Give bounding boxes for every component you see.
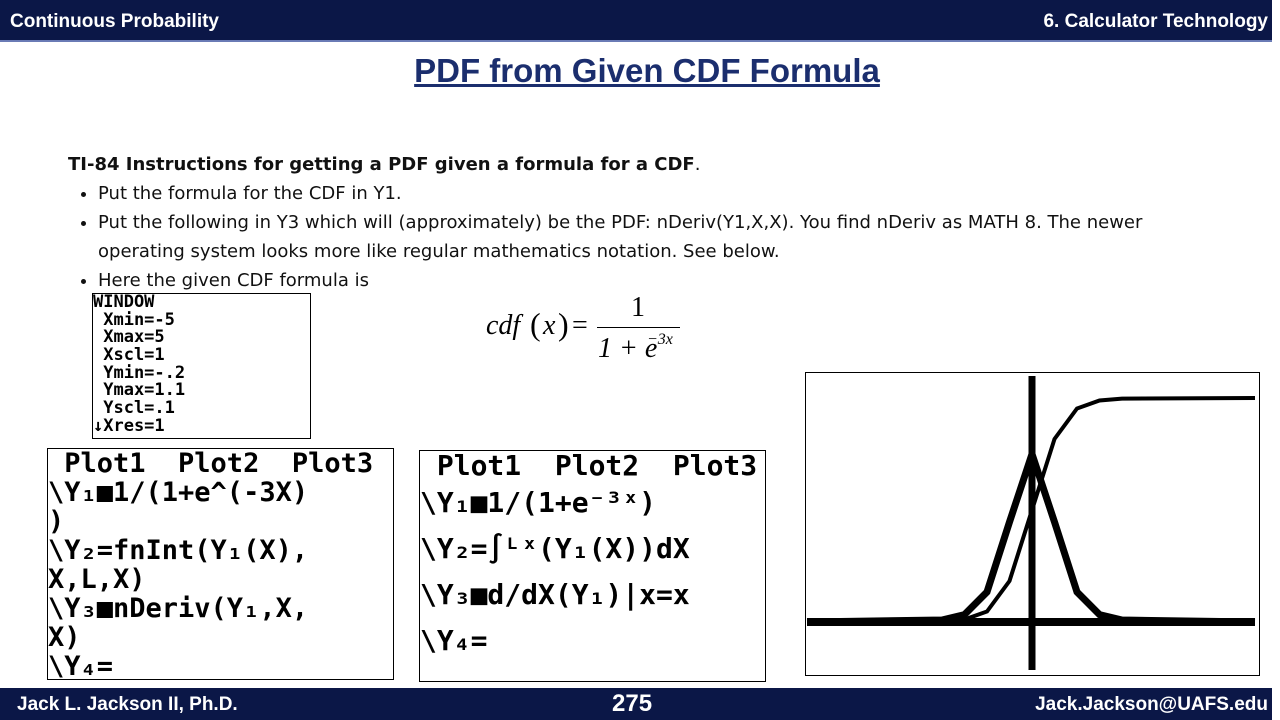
- paren: (: [530, 306, 541, 342]
- footer-bar: Jack L. Jackson II, Ph.D. 275 Jack.Jacks…: [0, 688, 1272, 720]
- exponent: −3x: [647, 331, 673, 348]
- screen-line: Xscl=1: [93, 345, 165, 366]
- calculator-graph: [805, 372, 1260, 676]
- footer-email: Jack.Jackson@UAFS.edu: [1035, 694, 1268, 715]
- mathprint-y-screen: Plot1 Plot2 Plot3 \Y₁■1/(1+e⁻³ˣ) \Y₂=∫ᴸˣ(Y…: [419, 450, 766, 682]
- screen-line: WINDOW: [93, 292, 155, 312]
- screen-line: \Y₄=: [420, 624, 488, 657]
- bullet: Put the formula for the CDF in Y1.: [98, 179, 1198, 208]
- formula-lhs: cdf: [486, 310, 521, 341]
- instructions: TI-84 Instructions for getting a PDF giv…: [68, 150, 1198, 295]
- header-right: 6. Calculator Technology: [1043, 11, 1268, 32]
- footer-author: Jack L. Jackson II, Ph.D.: [17, 694, 238, 715]
- classic-y-screen: Plot1 Plot2 Plot3 \Y₁■1/(1+e^(-3X)) \Y₂=fn…: [47, 448, 394, 682]
- screen-line: \Y₂=∫ᴸˣ(Y₁(X))dX: [420, 532, 690, 565]
- screen-line: ): [48, 506, 65, 537]
- denominator: 1 + e: [598, 333, 658, 364]
- page-number: 275: [612, 690, 653, 717]
- screen-line: Xmin=-5: [93, 309, 175, 330]
- screen-line: X): [48, 622, 81, 653]
- screen-line: \Y₁■1/(1+e^(-3X): [48, 477, 309, 508]
- slide-title: PDF from Given CDF Formula: [414, 52, 880, 89]
- fraction-bar: [597, 327, 680, 328]
- screen-line: Yscl=.1: [93, 398, 175, 419]
- header-bar: Continuous Probability 6. Calculator Tec…: [0, 0, 1272, 42]
- numerator: 1: [631, 292, 645, 323]
- screen-line: \Y₁■1/(1+e⁻³ˣ): [420, 486, 657, 519]
- bullet: Here the given CDF formula is: [98, 266, 1198, 295]
- screen-line: Ymax=1.1: [93, 380, 186, 401]
- plot-header: Plot1 Plot2 Plot3: [420, 449, 758, 482]
- heading-end: .: [694, 154, 701, 175]
- pdf-curve: [806, 442, 1256, 626]
- screen-line: \Y₃■d/dX(Y₁)|x=x: [420, 578, 690, 611]
- header-left: Continuous Probability: [10, 11, 219, 32]
- plot-header: Plot1 Plot2 Plot3: [48, 448, 374, 479]
- screen-line: Ymin=-.2: [93, 362, 186, 383]
- screen-line: \Y₂=fnInt(Y₁(X),: [48, 535, 309, 566]
- formula-var: x: [543, 310, 556, 341]
- equals: =: [572, 310, 588, 341]
- screen-line: X,L,X): [48, 564, 146, 595]
- cdf-curve: [806, 396, 1256, 624]
- bullet: Put the following in Y3 which will (appr…: [98, 208, 1198, 266]
- screen-line: \Y₄=: [48, 651, 114, 682]
- window-screen: WINDOW Xmin=-5 Xmax=5 Xscl=1 Ymin=-.2 Ym…: [92, 293, 311, 439]
- paren: ): [558, 306, 569, 342]
- screen-line: Xmax=5: [93, 327, 165, 348]
- instructions-heading: TI-84 Instructions for getting a PDF giv…: [68, 154, 695, 175]
- screen-line: \Y₃■nDeriv(Y₁,X,: [48, 593, 309, 624]
- screen-line: ↓Xres=1: [93, 415, 165, 436]
